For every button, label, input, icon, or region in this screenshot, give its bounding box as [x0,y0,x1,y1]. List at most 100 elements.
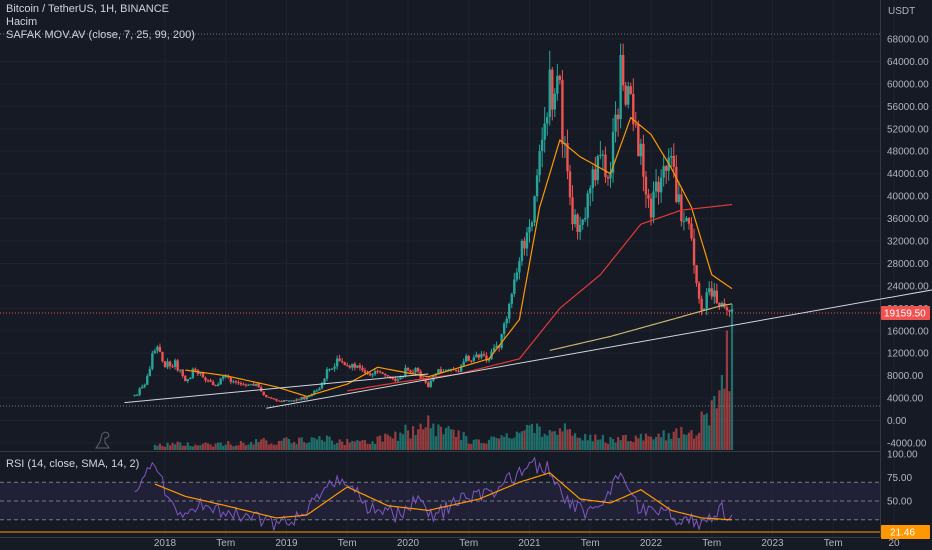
candle-body [619,55,622,120]
candle-body [627,86,630,105]
candle-body [206,380,210,382]
volume-bar [611,439,615,450]
rsi-line [134,456,733,532]
candle-body [523,240,526,249]
candle-body [173,360,177,367]
rsi-legend[interactable]: RSI (14, close, SMA, 14, 2) [6,458,140,470]
volume-bar [214,443,217,450]
moving-average-red [347,203,733,392]
candle-body [720,302,724,307]
volume-bar [604,442,607,450]
candle-body [538,151,541,176]
volume-bar [275,444,278,450]
candle-body [599,154,602,157]
price-tick-label: 40000.00 [887,192,929,203]
candle-body [287,400,291,402]
symbol-legend[interactable]: Bitcoin / TetherUS, 1H, BINANCE [6,3,170,15]
volume-bar [475,439,478,450]
candle-body [459,365,463,372]
candle-body [348,366,351,368]
candle-body [664,166,668,171]
candle-body [437,369,440,375]
candle-body [447,369,450,371]
volume-bar [211,446,215,450]
volume-bar [156,445,159,450]
candle-body [713,290,716,297]
axes: USDT 68000.00 64000.00 60000.00 56000.00 5200… [95,6,930,549]
volume-bar [318,436,321,450]
candle-body [424,380,427,383]
volume-bar [690,430,693,450]
candle-body [262,391,265,395]
candle-body [166,361,169,368]
candle-body [313,390,316,395]
volume-bar [257,442,260,450]
candle-body [647,194,650,199]
volume-bar [166,442,169,450]
candle-body [257,383,260,388]
volume-bar [723,388,726,450]
candle-body [465,355,468,362]
candle-body [224,376,227,378]
candle-body [576,214,579,232]
volume-bar [533,432,536,450]
candle-body [308,396,311,398]
volume-bar [695,435,698,450]
volume-bar [662,430,665,450]
volume-bar [482,443,486,450]
volume-bar [287,438,291,450]
volume-bar [667,433,670,450]
volume-bar [199,445,202,450]
candle-body [700,298,703,311]
candle-body [297,399,301,401]
price-tick-label: 48000.00 [887,147,929,158]
volume-bar [181,445,184,450]
candle-body [361,367,364,371]
volume-bar [194,444,197,450]
volume-bar [153,444,156,450]
candle-body [500,333,503,348]
volume-bar [498,438,501,450]
candle-body [495,345,498,348]
price-tick-label: 28000.00 [887,259,929,270]
volume-bar [303,442,306,450]
volume-bar [432,423,435,450]
candle-body [520,240,524,262]
candle-body [204,377,207,381]
volume-bar [639,433,642,450]
candle-body [624,85,627,105]
candle-body [280,401,283,403]
candle-body [657,181,660,193]
time-tick-label: Tem [459,538,478,549]
volume-bar [568,429,572,450]
candle-body [163,361,167,368]
volume-bar [163,446,167,450]
volume-bar [222,445,225,450]
candle-body [685,218,688,222]
volume-bar [700,411,703,450]
volume-bar [179,442,182,450]
candle-body [222,376,225,379]
volume-bar [462,432,465,450]
moving-average-legend[interactable]: SAFAK MOV.AV (close, 7, 25, 99, 200) [6,29,195,41]
candle-body [254,383,258,386]
volume-bar [270,443,273,450]
candle-body [568,171,572,198]
volume-bar [622,435,625,450]
candle-body [194,368,197,371]
candle-body [399,377,402,380]
volume-bar [449,429,453,450]
volume-bar [563,423,567,450]
volume-bar [581,440,584,450]
candle-body [515,272,519,280]
candle-body [234,381,238,383]
candle-body [343,362,346,366]
candle-body [161,351,164,362]
volume-bar [255,439,258,450]
candle-body [209,380,212,382]
candle-body [416,368,420,372]
volume-legend[interactable]: Hacim [6,16,38,28]
volume-bar [300,437,303,450]
volume-bar [685,434,688,450]
